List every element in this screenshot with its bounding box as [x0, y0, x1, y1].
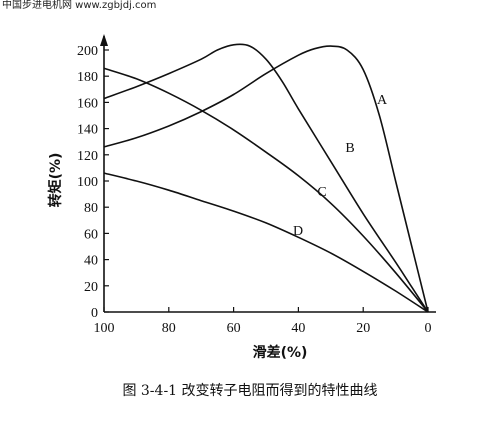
- y-tick-label: 20: [84, 280, 98, 295]
- curve-a: [103, 45, 429, 313]
- y-tick-label: 0: [91, 306, 98, 321]
- curve-label-d: D: [293, 224, 303, 239]
- y-tick-label: 80: [84, 201, 98, 216]
- curve-b: [103, 43, 429, 313]
- y-tick-label: 40: [84, 254, 98, 269]
- y-ticks: 0 20 40 60 80 100 120 140 160 180 200: [77, 44, 109, 321]
- curve-d: [103, 172, 429, 313]
- curve-label-a: A: [377, 93, 388, 108]
- y-tick-label: 120: [77, 149, 98, 164]
- watermark-text: 中国步进电机网 www.zgbjdj.com: [2, 0, 157, 11]
- curve-label-c: C: [317, 185, 326, 200]
- x-tick-label: 40: [291, 321, 305, 336]
- curve-label-b: B: [345, 141, 354, 156]
- y-axis-arrow: [100, 34, 108, 46]
- y-tick-label: 180: [77, 70, 98, 85]
- x-tick-label: 80: [162, 321, 176, 336]
- y-tick-label: 140: [77, 123, 98, 138]
- y-tick-label: 160: [77, 96, 98, 111]
- x-axis-label: 滑差(%): [253, 344, 308, 361]
- x-tick-label: 60: [227, 321, 241, 336]
- curve-labels: A B C D: [293, 93, 388, 239]
- x-tick-label: 0: [425, 321, 432, 336]
- curve-c: [103, 67, 429, 313]
- x-tick-label: 100: [94, 321, 115, 336]
- figure-caption: 图 3-4-1 改变转子电阻而得到的特性曲线: [122, 383, 378, 399]
- curves: [103, 43, 429, 313]
- y-axis-label: 转矩(%): [47, 153, 64, 208]
- x-ticks: 100 80 60 40 20 0: [94, 307, 432, 336]
- y-tick-label: 60: [84, 227, 98, 242]
- x-tick-label: 20: [356, 321, 370, 336]
- y-tick-label: 100: [77, 175, 98, 190]
- y-tick-label: 200: [77, 44, 98, 59]
- axes: [100, 34, 436, 313]
